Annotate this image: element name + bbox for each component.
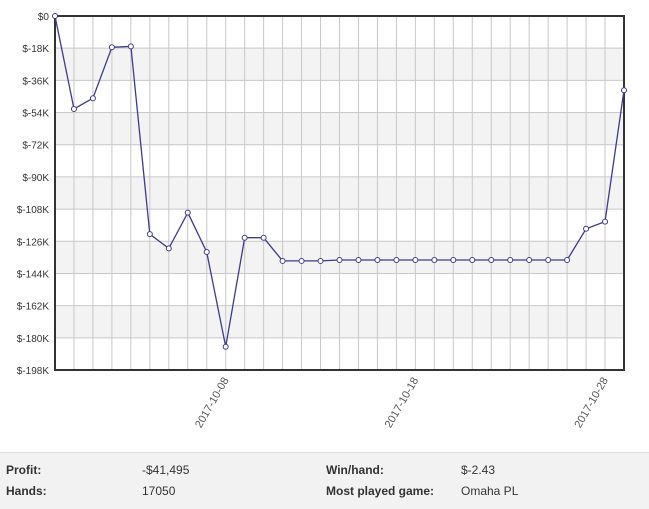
- data-point: [450, 257, 457, 264]
- hands-value: 17050: [142, 484, 176, 498]
- data-point: [70, 105, 77, 112]
- hands-label: Hands:: [6, 484, 47, 498]
- data-point: [564, 257, 571, 264]
- data-point: [374, 257, 381, 264]
- profit-value: -$41,495: [142, 463, 190, 477]
- data-point: [241, 234, 248, 241]
- data-point: [602, 218, 609, 225]
- y-tick-label: $-72K: [22, 141, 49, 152]
- y-tick-label: $-198K: [17, 366, 50, 377]
- data-point: [355, 257, 362, 264]
- data-point: [279, 257, 286, 264]
- data-point: [222, 343, 229, 350]
- profit-chart: $0 $-18K $-36K $-54K $-72K $-90K $-108K $-126K $…: [16, 12, 627, 431]
- data-point: [431, 257, 438, 264]
- data-point: [127, 43, 134, 50]
- y-tick-label: $0: [38, 12, 50, 23]
- x-tick-label: 2017-10-28: [572, 375, 611, 430]
- data-point: [52, 13, 58, 19]
- data-point: [165, 245, 172, 252]
- x-tick-label: 2017-10-08: [193, 375, 232, 430]
- stats-panel: Profit: -$41,495 Hands: 17050 Win/hand: …: [0, 452, 649, 509]
- data-point: [89, 95, 96, 102]
- data-point: [526, 257, 533, 264]
- y-tick-label: $-90K: [22, 173, 49, 184]
- y-tick-label: $-180K: [17, 334, 50, 345]
- data-point: [146, 231, 153, 238]
- data-point: [412, 257, 419, 264]
- data-point: [336, 257, 343, 264]
- data-point: [298, 257, 305, 264]
- data-point: [203, 249, 210, 255]
- most-played-game-label: Most played game:: [326, 484, 435, 498]
- data-point: [545, 257, 552, 264]
- y-tick-label: $-18K: [22, 44, 49, 55]
- y-tick-label: $-162K: [17, 302, 50, 313]
- profit-label: Profit:: [6, 463, 42, 477]
- data-point: [621, 87, 627, 94]
- data-point: [108, 44, 115, 51]
- data-point: [260, 234, 267, 241]
- y-tick-label: $-36K: [22, 76, 49, 87]
- profit-chart-svg: $0 $-18K $-36K $-54K $-72K $-90K $-108K $-126K $…: [17, 12, 627, 430]
- data-point: [469, 257, 476, 264]
- data-point: [393, 257, 400, 264]
- y-tick-label: $-126K: [17, 237, 50, 248]
- data-point: [488, 257, 495, 264]
- win-per-hand-label: Win/hand:: [326, 463, 384, 477]
- data-point: [184, 209, 191, 216]
- y-tick-label: $-108K: [17, 205, 50, 216]
- data-point: [507, 257, 514, 264]
- y-tick-label: $-144K: [17, 269, 50, 280]
- data-point: [583, 225, 590, 232]
- plot-frame: [54, 15, 625, 371]
- most-played-game-value: Omaha PL: [461, 484, 519, 498]
- x-tick-label: 2017-10-18: [383, 375, 422, 430]
- win-per-hand-value: $-2.43: [461, 463, 496, 477]
- y-tick-label: $-54K: [22, 109, 49, 120]
- data-point: [317, 257, 324, 264]
